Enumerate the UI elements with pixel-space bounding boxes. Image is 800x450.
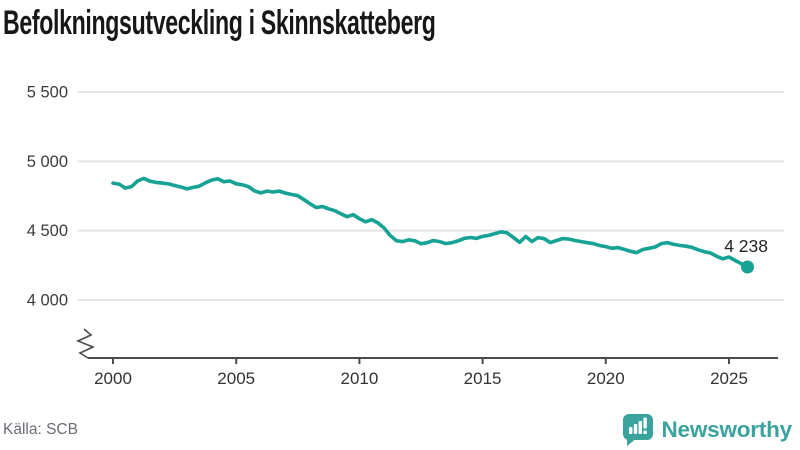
footer: Källa: SCB Newsworthy: [0, 413, 800, 446]
logo-bar-icon: [634, 424, 638, 434]
y-tick-label: 4 000: [27, 292, 68, 310]
x-tick-label: 2005: [217, 369, 255, 388]
current-value-dot: [741, 260, 754, 274]
logo-bar-icon: [629, 427, 633, 434]
x-tick-label: 2025: [710, 369, 748, 388]
newsworthy-logo-icon: [623, 414, 654, 446]
population-line: [111, 176, 750, 269]
population-line-chart: 5 500 5 000 4 500 4 000 2000 2005 2010 2015 2020…: [27, 84, 784, 388]
x-tick-label: 2000: [94, 369, 132, 388]
logo-exclamation-icon: [643, 417, 648, 429]
y-axis-break-icon: [75, 328, 96, 359]
x-tick-label: 2015: [464, 369, 502, 388]
logo-bar-icon: [639, 421, 643, 434]
x-tick-label: 2010: [340, 369, 378, 388]
logo-exclamation-dot-icon: [643, 430, 648, 434]
x-tick-label: 2020: [587, 369, 625, 388]
y-tick-label: 5 000: [27, 153, 68, 171]
y-tick-label: 5 500: [27, 84, 68, 102]
logo-bubble: [623, 414, 654, 440]
logo-bubble-tail: [627, 437, 638, 446]
newsworthy-brand-link[interactable]: Newsworthy: [622, 413, 792, 446]
source-label: Källa: SCB: [3, 420, 78, 438]
current-value-label: 4 238: [724, 236, 768, 256]
y-tick-label: 4 500: [27, 222, 68, 240]
brand-name: Newsworthy: [661, 416, 792, 442]
page-title: Befolkningsutveckling i Skinnskatteberg: [3, 4, 436, 42]
